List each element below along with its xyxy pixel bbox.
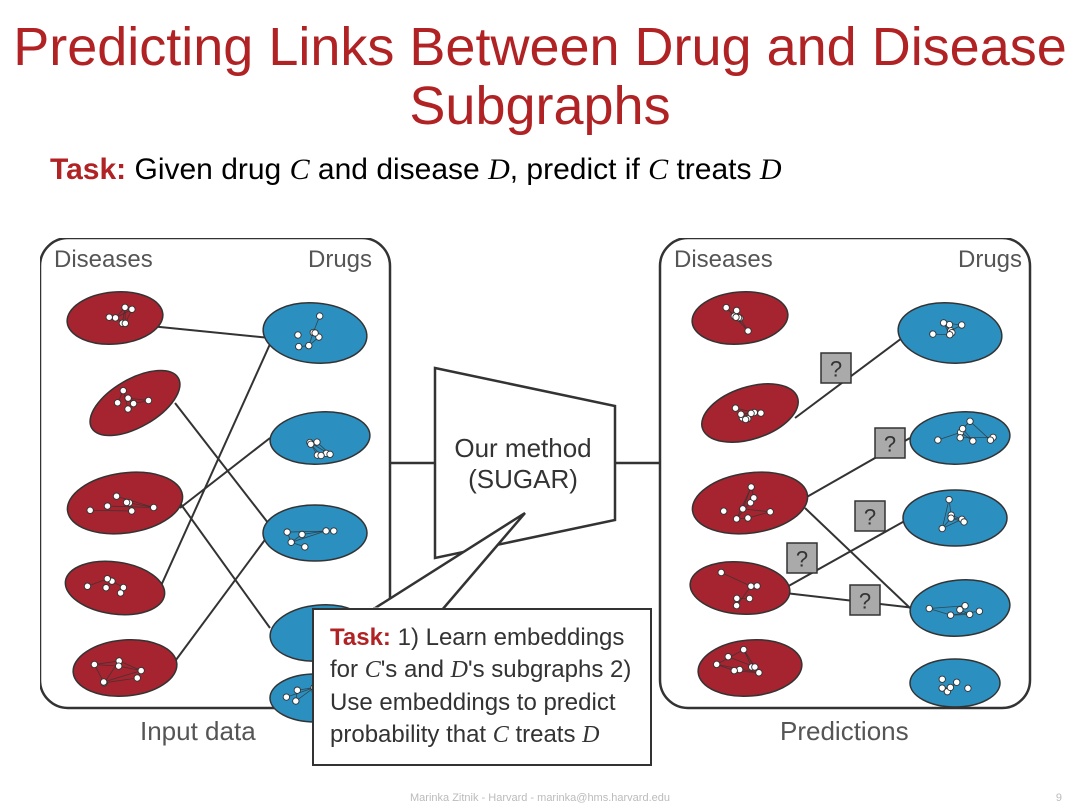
footer-credit: Marinka Zitnik - Harvard - marinka@hms.h…	[0, 792, 1080, 804]
right-diseases-label: Diseases	[674, 246, 773, 274]
task-label: Task:	[50, 153, 126, 186]
svg-text:?: ?	[830, 357, 842, 382]
svg-text:?: ?	[884, 432, 896, 457]
subtitle: Task: Given drug C and disease D, predic…	[0, 137, 1080, 197]
svg-text:?: ?	[859, 589, 871, 614]
method-box-text: Our method (SUGAR)	[438, 433, 608, 495]
input-data-caption: Input data	[140, 716, 256, 747]
task-callout-box: Task: 1) Learn embeddings for C's and D'…	[312, 608, 652, 766]
svg-text:?: ?	[864, 505, 876, 530]
svg-text:?: ?	[796, 547, 808, 572]
left-drugs-label: Drugs	[308, 246, 372, 274]
predictions-caption: Predictions	[780, 716, 909, 747]
page-number: 9	[1056, 792, 1062, 804]
slide-title: Predicting Links Between Drug and Diseas…	[0, 0, 1080, 137]
right-drugs-label: Drugs	[958, 246, 1022, 274]
diagram-area: ????? Our method (SUGAR) Task: 1) Learn …	[40, 238, 1040, 758]
left-diseases-label: Diseases	[54, 246, 153, 274]
task-label-2: Task:	[330, 624, 391, 651]
